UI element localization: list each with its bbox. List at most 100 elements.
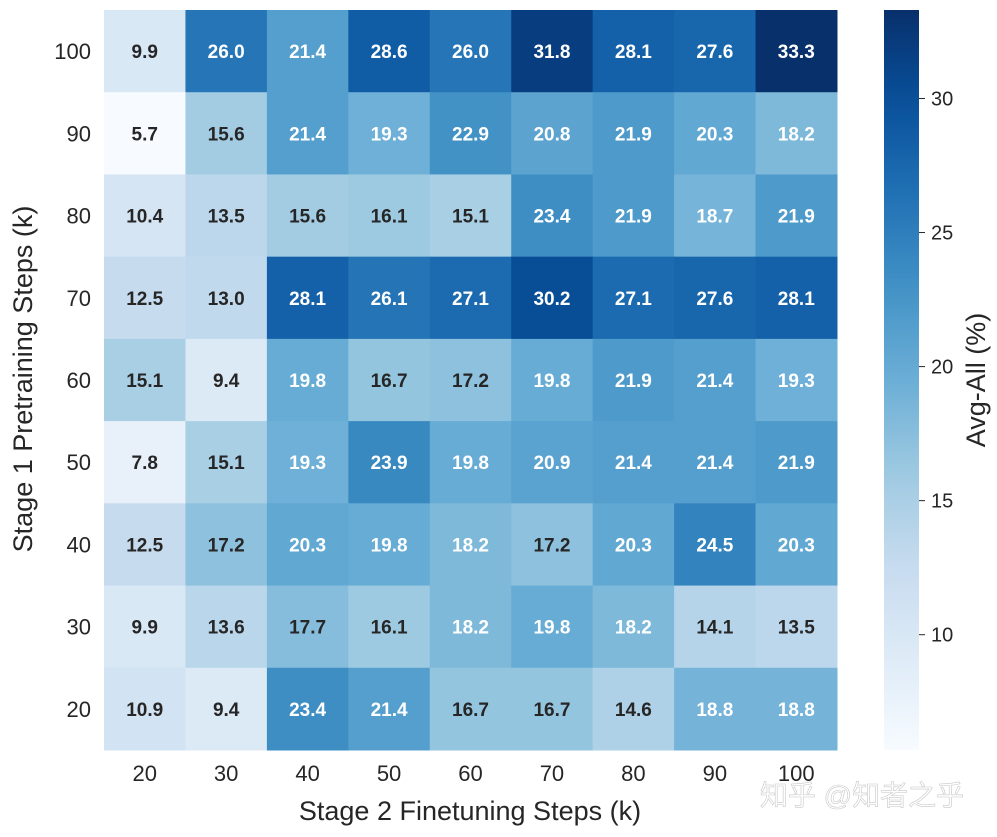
cell-value-label: 24.5 bbox=[696, 535, 733, 556]
x-tick-label: 20 bbox=[132, 761, 156, 786]
heatmap-cell bbox=[104, 503, 186, 587]
cell-value-label: 30.2 bbox=[533, 289, 570, 310]
cell-value-label: 27.6 bbox=[696, 42, 733, 63]
heatmap-cell bbox=[755, 667, 838, 751]
heatmap-cell bbox=[674, 585, 757, 669]
colorbar-ticks: 10 15 20 25 30 bbox=[919, 88, 953, 647]
heatmap-cell bbox=[674, 421, 757, 504]
cell-value-label: 17.2 bbox=[533, 535, 570, 556]
x-tick-label: 40 bbox=[295, 761, 319, 786]
heatmap-cell bbox=[429, 585, 512, 669]
heatmap-cell bbox=[592, 338, 675, 422]
cell-value-label: 26.1 bbox=[371, 289, 408, 310]
x-axis-label: Stage 2 Finetuning Steps (k) bbox=[299, 796, 641, 826]
cell-value-label: 20.3 bbox=[778, 535, 815, 556]
heatmap-cell bbox=[266, 256, 349, 340]
heatmap-cell bbox=[429, 338, 512, 422]
y-axis-ticks: 100 90 80 70 60 50 40 30 20 bbox=[54, 39, 91, 722]
heatmap-cell bbox=[592, 421, 675, 504]
cell-value-label: 10.4 bbox=[126, 207, 163, 228]
heatmap-cell bbox=[185, 10, 268, 93]
cell-value-label: 18.2 bbox=[452, 535, 489, 556]
cell-value-label: 15.1 bbox=[126, 371, 163, 392]
heatmap-cell bbox=[348, 503, 431, 587]
heatmap-cell bbox=[185, 421, 268, 504]
cell-value-label: 21.4 bbox=[696, 453, 733, 474]
cell-value-label: 17.7 bbox=[289, 618, 326, 639]
heatmap-cell bbox=[511, 667, 594, 751]
heatmap-cell bbox=[429, 503, 512, 587]
cell-value-label: 18.8 bbox=[696, 700, 733, 721]
x-tick-label: 100 bbox=[778, 761, 815, 786]
heatmap-cell bbox=[674, 256, 757, 340]
cell-value-label: 13.5 bbox=[208, 207, 245, 228]
cell-value-label: 9.4 bbox=[213, 700, 240, 721]
cell-value-label: 19.3 bbox=[371, 124, 408, 145]
heatmap-cell bbox=[511, 92, 594, 175]
heatmap-cell bbox=[348, 256, 431, 340]
heatmap-cell bbox=[674, 503, 757, 587]
cell-value-label: 18.2 bbox=[778, 124, 815, 145]
cell-value-label: 15.6 bbox=[289, 207, 326, 228]
cell-value-label: 23.9 bbox=[371, 453, 408, 474]
y-tick-label: 60 bbox=[67, 368, 91, 393]
y-tick-label: 30 bbox=[67, 615, 91, 640]
x-tick-label: 80 bbox=[621, 761, 645, 786]
heatmap-cell bbox=[592, 256, 675, 340]
heatmap-cell bbox=[185, 256, 268, 340]
cell-value-label: 26.0 bbox=[208, 42, 245, 63]
cell-value-label: 19.3 bbox=[778, 371, 815, 392]
heatmap-cell bbox=[185, 667, 268, 751]
cell-value-label: 12.5 bbox=[126, 535, 163, 556]
cell-value-label: 14.1 bbox=[696, 618, 733, 639]
cell-value-label: 21.4 bbox=[289, 124, 326, 145]
cell-value-label: 12.5 bbox=[126, 289, 163, 310]
cell-value-label: 31.8 bbox=[533, 42, 570, 63]
y-axis-label: Stage 1 Pretraining Steps (k) bbox=[8, 206, 38, 553]
cell-value-label: 19.8 bbox=[533, 618, 570, 639]
cell-value-label: 21.9 bbox=[778, 207, 815, 228]
cell-value-label: 20.3 bbox=[696, 124, 733, 145]
colorbar-tick-label: 20 bbox=[931, 357, 953, 379]
heatmap-cell bbox=[755, 10, 838, 93]
heatmap-cell bbox=[185, 338, 268, 422]
cell-value-label: 23.4 bbox=[533, 207, 570, 228]
heatmap-cell bbox=[266, 503, 349, 587]
heatmap-cell bbox=[104, 338, 186, 422]
cell-value-label: 21.9 bbox=[615, 207, 652, 228]
heatmap-cell bbox=[266, 585, 349, 669]
cell-value-label: 21.4 bbox=[696, 371, 733, 392]
heatmap-cell bbox=[104, 92, 186, 175]
cell-value-label: 16.7 bbox=[371, 371, 408, 392]
cell-value-label: 9.9 bbox=[132, 42, 158, 63]
colorbar-tick-label: 25 bbox=[931, 223, 953, 245]
heatmap-cell bbox=[266, 421, 349, 504]
cell-value-label: 13.0 bbox=[208, 289, 245, 310]
x-tick-label: 70 bbox=[540, 761, 564, 786]
cell-value-label: 20.3 bbox=[615, 535, 652, 556]
heatmap-cell bbox=[429, 667, 512, 751]
heatmap-cell bbox=[674, 667, 757, 751]
cell-value-label: 15.1 bbox=[208, 453, 245, 474]
heatmap-cell bbox=[674, 10, 757, 93]
heatmap-cell bbox=[348, 421, 431, 504]
cell-value-label: 19.3 bbox=[289, 453, 326, 474]
heatmap-cell bbox=[185, 174, 268, 258]
heatmap-cell bbox=[755, 338, 838, 422]
cell-value-label: 14.6 bbox=[615, 700, 652, 721]
heatmap-cell bbox=[185, 92, 268, 175]
x-tick-label: 30 bbox=[214, 761, 238, 786]
colorbar-label: Avg-All (%) bbox=[961, 313, 991, 448]
heatmap-cell bbox=[104, 585, 186, 669]
heatmap-cell bbox=[755, 421, 838, 504]
cell-value-label: 21.4 bbox=[615, 453, 652, 474]
cell-value-label: 16.7 bbox=[533, 700, 570, 721]
cell-value-label: 5.7 bbox=[132, 124, 158, 145]
heatmap-cell bbox=[266, 10, 349, 93]
heatmap-cell bbox=[348, 174, 431, 258]
heatmap-cell bbox=[104, 667, 186, 751]
colorbar-tick-label: 30 bbox=[931, 88, 953, 110]
heatmap-cell bbox=[429, 256, 512, 340]
cell-value-label: 18.2 bbox=[452, 618, 489, 639]
heatmap-cell bbox=[104, 174, 186, 258]
